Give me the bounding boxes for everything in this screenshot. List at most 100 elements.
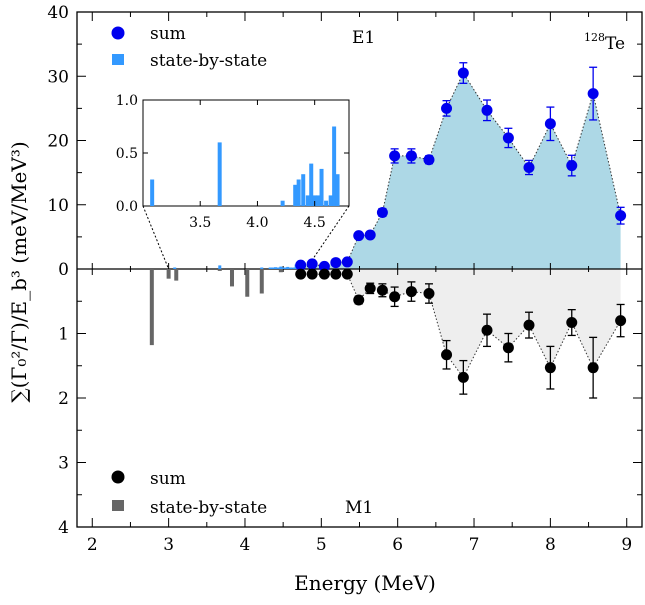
inset-y-tick-label: 0.0 [116,199,138,215]
inset-y-tick-label: 1.0 [116,93,138,109]
e1-state-bar-main [289,267,293,269]
bottom-legend-sum-marker [111,470,125,484]
e1-state-bar-main [286,266,290,269]
top-legend-state-marker [112,54,124,65]
inset-bar [293,184,298,206]
x-tick-label: 3 [163,535,174,555]
x-tick-label: 2 [87,535,98,555]
x-tick-label: 7 [469,535,480,555]
m1-sum-point [441,349,453,361]
x-tick-label: 6 [392,535,403,555]
m1-sum-point [457,371,469,383]
inset-bar [324,200,329,206]
m1-state-bar [166,269,171,279]
bottom-y-tick-label: 4 [58,518,69,538]
m1-sum-point [318,268,330,280]
e1-sum-point [481,104,493,116]
e1-state-bar-main [173,267,177,269]
e1-sum-point [615,210,627,222]
inset-bar [301,174,306,206]
e1-state-bar-main [279,266,283,269]
e1-sum-point [423,154,435,166]
bottom-legend-state-label: state-by-state [150,498,267,518]
top-y-tick-label: 30 [47,67,69,87]
inset-frame [142,99,350,207]
x-tick-label: 9 [621,535,632,555]
inset-bar [335,174,340,206]
e1-state-bar-main [218,265,222,269]
top-legend-sum-label: sum [150,24,186,44]
inset-bar [309,163,314,206]
m1-state-bar [229,269,234,287]
inset-bar [305,195,310,206]
m1-sum-point [389,291,401,303]
e1-sum-point [341,256,353,268]
e1-state-bar-main [268,267,272,269]
m1-sum-point [423,288,435,300]
m1-sum-point [587,362,599,374]
x-tick-label: 5 [316,535,327,555]
x-tick-label: 4 [240,535,251,555]
m1-sum-point [523,319,535,331]
data-marks [149,62,627,399]
e1-sum-point [306,258,318,270]
e1-sum-point [544,118,556,130]
m1-sum-point [353,294,365,306]
e1-state-bar-main [260,267,264,269]
bottom-legend: sum state-by-state [111,469,267,518]
bottom-y-tick-label: 1 [58,325,69,345]
e1-sum-area [300,73,621,269]
inset-bar [280,200,285,206]
m1-state-bar [259,269,264,294]
inset-y-tick-label: 0.5 [116,146,138,162]
inset-x-tick-label: 4.0 [246,215,268,231]
m1-label: M1 [345,498,373,518]
e1-sum-point [353,230,365,242]
m1-sum-point [481,324,493,336]
m1-sum-point [566,317,578,329]
e1-state-bar-main [281,267,285,269]
e1-sum-point [502,132,514,144]
inset-bar [217,142,222,206]
m1-sum-line [300,273,622,379]
inset-bar [319,168,324,206]
inset-bar [150,179,155,206]
filled-areas [300,71,622,379]
m1-sum-point [295,268,307,280]
e1-sum-point [523,161,535,173]
bottom-legend-sum-label: sum [150,469,186,489]
m1-sum-point [376,284,388,296]
m1-sum-point [405,286,417,298]
m1-sum-area [300,269,621,378]
top-y-tick-label: 40 [47,3,69,23]
inset-bar [332,126,337,206]
top-legend-state-label: state-by-state [150,51,267,71]
bottom-y-tick-label: 3 [58,454,69,474]
bottom-legend-state-marker [112,500,124,511]
inset-guide-right [305,205,350,270]
e1-sum-point [364,229,376,241]
top-y-tick-label: 0 [58,260,69,280]
nucleus-label: 128Te [584,31,625,54]
m1-state-bar [149,269,154,346]
axes: 2 3 4 5 6 7 8 9 0 10 20 30 40 1 2 3 4 [47,3,643,555]
inset-x-tick-label: 4.5 [304,215,326,231]
y-axis-title: ∑(Γ₀²/Γ)/E_b³ (meV/MeV³) [7,141,31,402]
inset-x-tick-label: 3.5 [189,215,211,231]
e1-label: E1 [352,28,375,48]
top-y-tick-label: 20 [47,132,69,152]
e1-state-bar-main [292,267,296,269]
m1-sum-point [615,315,627,327]
e1-sum-point [405,150,417,162]
e1-sum-line [300,71,622,267]
m1-state-bar [278,269,283,273]
m1-state-bar [174,269,179,281]
e1-sum-point [457,67,469,79]
top-y-tick-label: 10 [47,196,69,216]
e1-sum-point [389,150,401,162]
m1-sum-point [502,342,514,354]
e1-sum-point [330,257,342,269]
e1-state-bar-main [274,267,278,269]
top-legend-sum-marker [111,26,125,40]
